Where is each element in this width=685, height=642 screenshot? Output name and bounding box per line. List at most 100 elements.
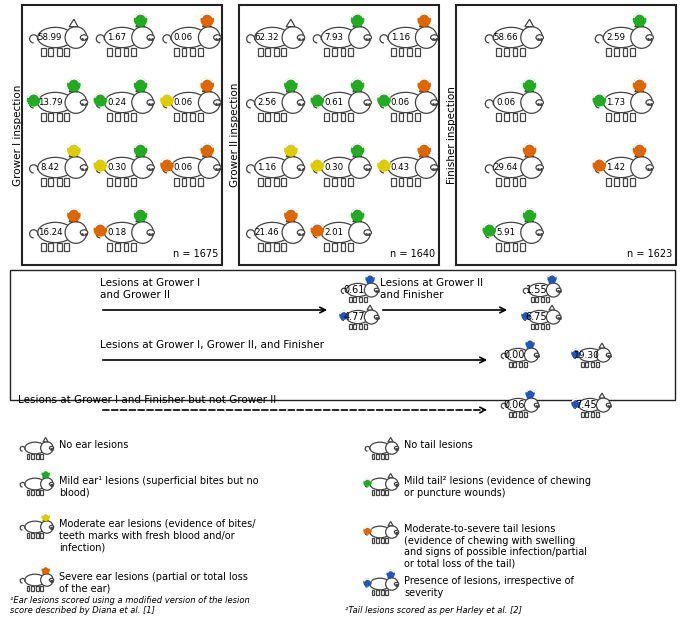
Polygon shape	[419, 19, 428, 27]
Circle shape	[161, 94, 173, 106]
Text: 29.64: 29.64	[493, 163, 518, 172]
Bar	[606, 112, 611, 121]
Polygon shape	[43, 437, 48, 442]
Bar	[614, 178, 619, 186]
Circle shape	[378, 159, 390, 171]
Bar	[456, 5, 676, 265]
Bar	[258, 178, 262, 186]
Bar	[359, 324, 362, 329]
Text: Grower II inspection: Grower II inspection	[230, 83, 240, 187]
Circle shape	[351, 13, 364, 26]
Bar	[546, 324, 549, 329]
Bar	[258, 243, 262, 251]
Bar	[408, 178, 412, 186]
Bar	[348, 48, 353, 56]
Bar	[614, 112, 619, 121]
Ellipse shape	[534, 353, 539, 357]
Text: 2.56: 2.56	[258, 98, 277, 107]
Circle shape	[366, 275, 374, 282]
Ellipse shape	[49, 525, 53, 528]
Bar	[623, 48, 627, 56]
Ellipse shape	[255, 157, 290, 178]
Ellipse shape	[104, 92, 140, 112]
Bar	[282, 178, 286, 186]
Bar	[41, 48, 45, 56]
Ellipse shape	[147, 230, 154, 235]
Bar	[581, 412, 584, 417]
Bar	[182, 112, 186, 121]
Ellipse shape	[388, 28, 423, 48]
Circle shape	[386, 578, 398, 590]
Ellipse shape	[80, 35, 88, 40]
Polygon shape	[367, 305, 373, 310]
Ellipse shape	[536, 165, 543, 170]
Circle shape	[282, 221, 303, 243]
Text: Severe ear lesions (partial or total loss
of the ear): Severe ear lesions (partial or total los…	[59, 572, 248, 594]
Text: Lesions at Grower I, Grower II, and Finisher: Lesions at Grower I, Grower II, and Fini…	[100, 340, 324, 350]
Circle shape	[161, 159, 173, 171]
Bar	[115, 112, 120, 121]
Polygon shape	[353, 84, 362, 92]
Bar	[124, 112, 128, 121]
Bar	[364, 297, 367, 302]
Circle shape	[631, 27, 652, 48]
Circle shape	[415, 27, 437, 48]
Bar	[623, 178, 627, 186]
Bar	[198, 112, 203, 121]
Circle shape	[132, 27, 153, 48]
Text: ¹Ear lesions scored using a modified version of the lesion
score described by Di: ¹Ear lesions scored using a modified ver…	[10, 596, 250, 615]
Text: 0.06: 0.06	[496, 98, 515, 107]
Bar	[372, 590, 374, 594]
Ellipse shape	[395, 446, 399, 449]
Bar	[520, 112, 525, 121]
Circle shape	[386, 526, 398, 538]
Bar	[36, 454, 39, 458]
Circle shape	[547, 283, 560, 297]
Bar	[57, 48, 62, 56]
Bar	[325, 112, 329, 121]
Polygon shape	[136, 149, 145, 157]
Ellipse shape	[606, 353, 611, 357]
Bar	[274, 243, 279, 251]
Ellipse shape	[255, 92, 290, 112]
Bar	[630, 178, 635, 186]
Bar	[408, 112, 412, 121]
Circle shape	[415, 157, 437, 178]
Text: Moderate ear lesions (evidence of bites/
teeth marks with fresh blood and/or
inf: Moderate ear lesions (evidence of bites/…	[59, 519, 256, 552]
Bar	[399, 178, 403, 186]
Circle shape	[282, 157, 303, 178]
Bar	[385, 538, 388, 542]
Bar	[606, 178, 611, 186]
Bar	[349, 297, 351, 302]
Ellipse shape	[49, 446, 53, 449]
Ellipse shape	[431, 35, 438, 40]
Bar	[512, 112, 517, 121]
Circle shape	[524, 348, 538, 362]
Bar	[376, 590, 379, 594]
Bar	[581, 361, 584, 367]
Bar	[64, 112, 69, 121]
Text: 7.93: 7.93	[324, 33, 343, 42]
Bar	[385, 490, 388, 494]
Bar	[27, 586, 29, 591]
Bar	[497, 178, 501, 186]
Circle shape	[526, 340, 534, 347]
Ellipse shape	[49, 482, 53, 485]
Ellipse shape	[395, 582, 399, 586]
Circle shape	[134, 209, 147, 221]
Ellipse shape	[388, 157, 423, 178]
Ellipse shape	[297, 100, 305, 105]
Bar	[364, 324, 367, 329]
Circle shape	[201, 79, 213, 91]
Bar	[520, 48, 525, 56]
Text: Finisher inspection: Finisher inspection	[447, 86, 457, 184]
Bar	[57, 178, 62, 186]
Bar	[381, 490, 384, 494]
Circle shape	[132, 92, 153, 114]
Ellipse shape	[80, 230, 88, 235]
Bar	[391, 48, 396, 56]
Bar	[115, 48, 120, 56]
Bar	[57, 243, 62, 251]
Text: Grower I inspection: Grower I inspection	[13, 84, 23, 186]
Ellipse shape	[370, 478, 390, 490]
